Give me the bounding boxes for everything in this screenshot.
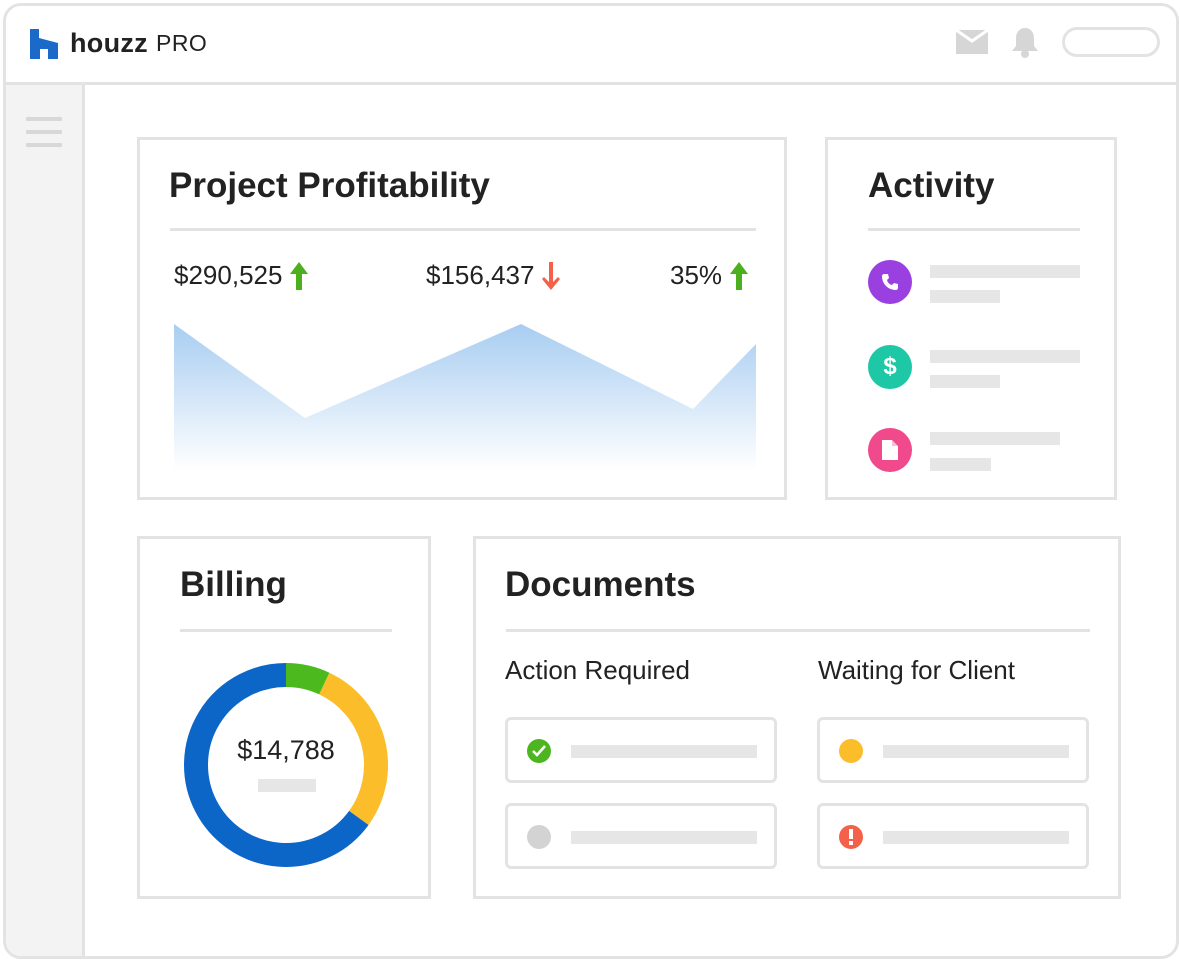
document-icon	[868, 428, 912, 472]
top-bar: houzz PRO	[6, 6, 1176, 85]
card-title: Billing	[180, 565, 287, 604]
arrow-down-icon	[542, 261, 561, 290]
card-title: Project Profitability	[169, 166, 490, 205]
metric-value: 35%	[670, 260, 723, 290]
card-title: Documents	[505, 565, 696, 604]
houzz-mark-icon	[30, 28, 58, 59]
document-item[interactable]	[505, 803, 777, 869]
divider	[180, 629, 392, 632]
houzz-logo[interactable]: houzz PRO	[30, 28, 207, 59]
column-heading-action-required: Action Required	[505, 655, 690, 685]
hamburger-menu-icon[interactable]	[26, 117, 62, 147]
activity-card: Activity $	[825, 137, 1117, 500]
brand-suffix: PRO	[155, 30, 208, 56]
project-profitability-card: Project Profitability $290,525 $156,437 …	[137, 137, 787, 500]
divider	[170, 228, 756, 231]
metric-value: $290,525	[174, 260, 283, 290]
phone-icon	[868, 260, 912, 304]
brand-name: houzz	[70, 28, 148, 58]
alert-circle-icon	[839, 825, 863, 849]
donut-slice-0	[285, 663, 330, 695]
mail-icon[interactable]	[956, 30, 988, 54]
billing-total: $14,788	[237, 735, 335, 765]
circle-icon	[839, 739, 863, 763]
metric-margin: 35%	[670, 260, 749, 291]
donut-slice-1	[318, 672, 388, 825]
donut-slice-2	[184, 663, 369, 867]
activity-item[interactable]: $	[868, 345, 1088, 391]
arrow-up-icon	[290, 261, 309, 290]
billing-card: Billing $14,788	[137, 536, 431, 899]
check-circle-icon	[527, 739, 551, 763]
profitability-area-chart	[174, 324, 756, 470]
bell-icon[interactable]	[1010, 26, 1040, 58]
document-item[interactable]	[505, 717, 777, 783]
activity-item[interactable]	[868, 260, 1088, 306]
document-item[interactable]	[817, 803, 1089, 869]
dollar-icon: $	[868, 345, 912, 389]
document-item[interactable]	[817, 717, 1089, 783]
arrow-up-icon	[730, 261, 749, 290]
metric-value: $156,437	[426, 260, 535, 290]
metric-cost: $156,437	[426, 260, 561, 291]
area-series	[174, 324, 756, 470]
billing-donut-chart	[184, 663, 388, 867]
divider	[506, 629, 1090, 632]
card-title: Activity	[868, 166, 995, 205]
placeholder-bar	[258, 779, 316, 792]
activity-item[interactable]	[868, 428, 1088, 474]
documents-card: Documents Action Required Waiting for Cl…	[473, 536, 1121, 899]
column-heading-waiting-for-client: Waiting for Client	[818, 655, 1015, 685]
metric-revenue: $290,525	[174, 260, 309, 291]
sidebar	[6, 85, 85, 956]
circle-icon	[527, 825, 551, 849]
search-input[interactable]	[1062, 27, 1160, 57]
divider	[868, 228, 1080, 231]
